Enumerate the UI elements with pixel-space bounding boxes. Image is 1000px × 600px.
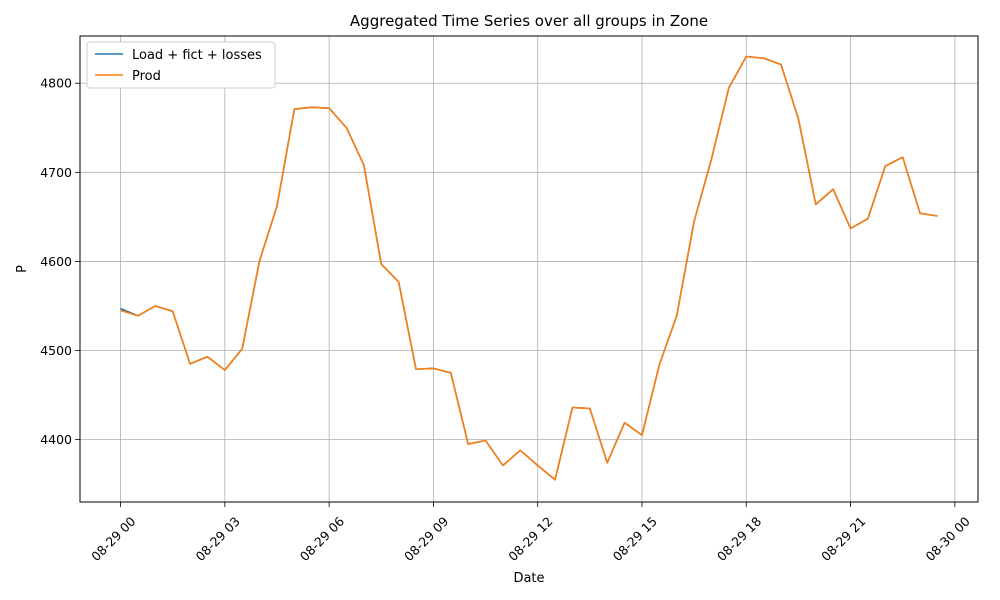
y-tick-label: 4500 <box>40 343 72 358</box>
legend: Load + fict + losses Prod <box>86 41 276 89</box>
chart-title: Aggregated Time Series over all groups i… <box>350 12 708 30</box>
y-tick-label: 4400 <box>40 432 72 447</box>
y-tick-label: 4800 <box>40 76 72 91</box>
x-axis-label: Date <box>513 571 544 586</box>
y-tick-label: 4600 <box>40 254 72 269</box>
legend-label-load: Load + fict + losses <box>132 48 262 63</box>
series-lines <box>120 55 938 481</box>
grid <box>80 36 978 502</box>
legend-label-prod: Prod <box>132 69 161 84</box>
legend-box <box>86 41 276 89</box>
series-line-1 <box>120 55 938 481</box>
plot-frame <box>79 35 979 503</box>
y-axis-ticks: 4400 4500 4600 4700 4800 <box>40 76 80 447</box>
y-tick-label: 4700 <box>40 165 72 180</box>
y-axis-label: P <box>15 265 30 273</box>
